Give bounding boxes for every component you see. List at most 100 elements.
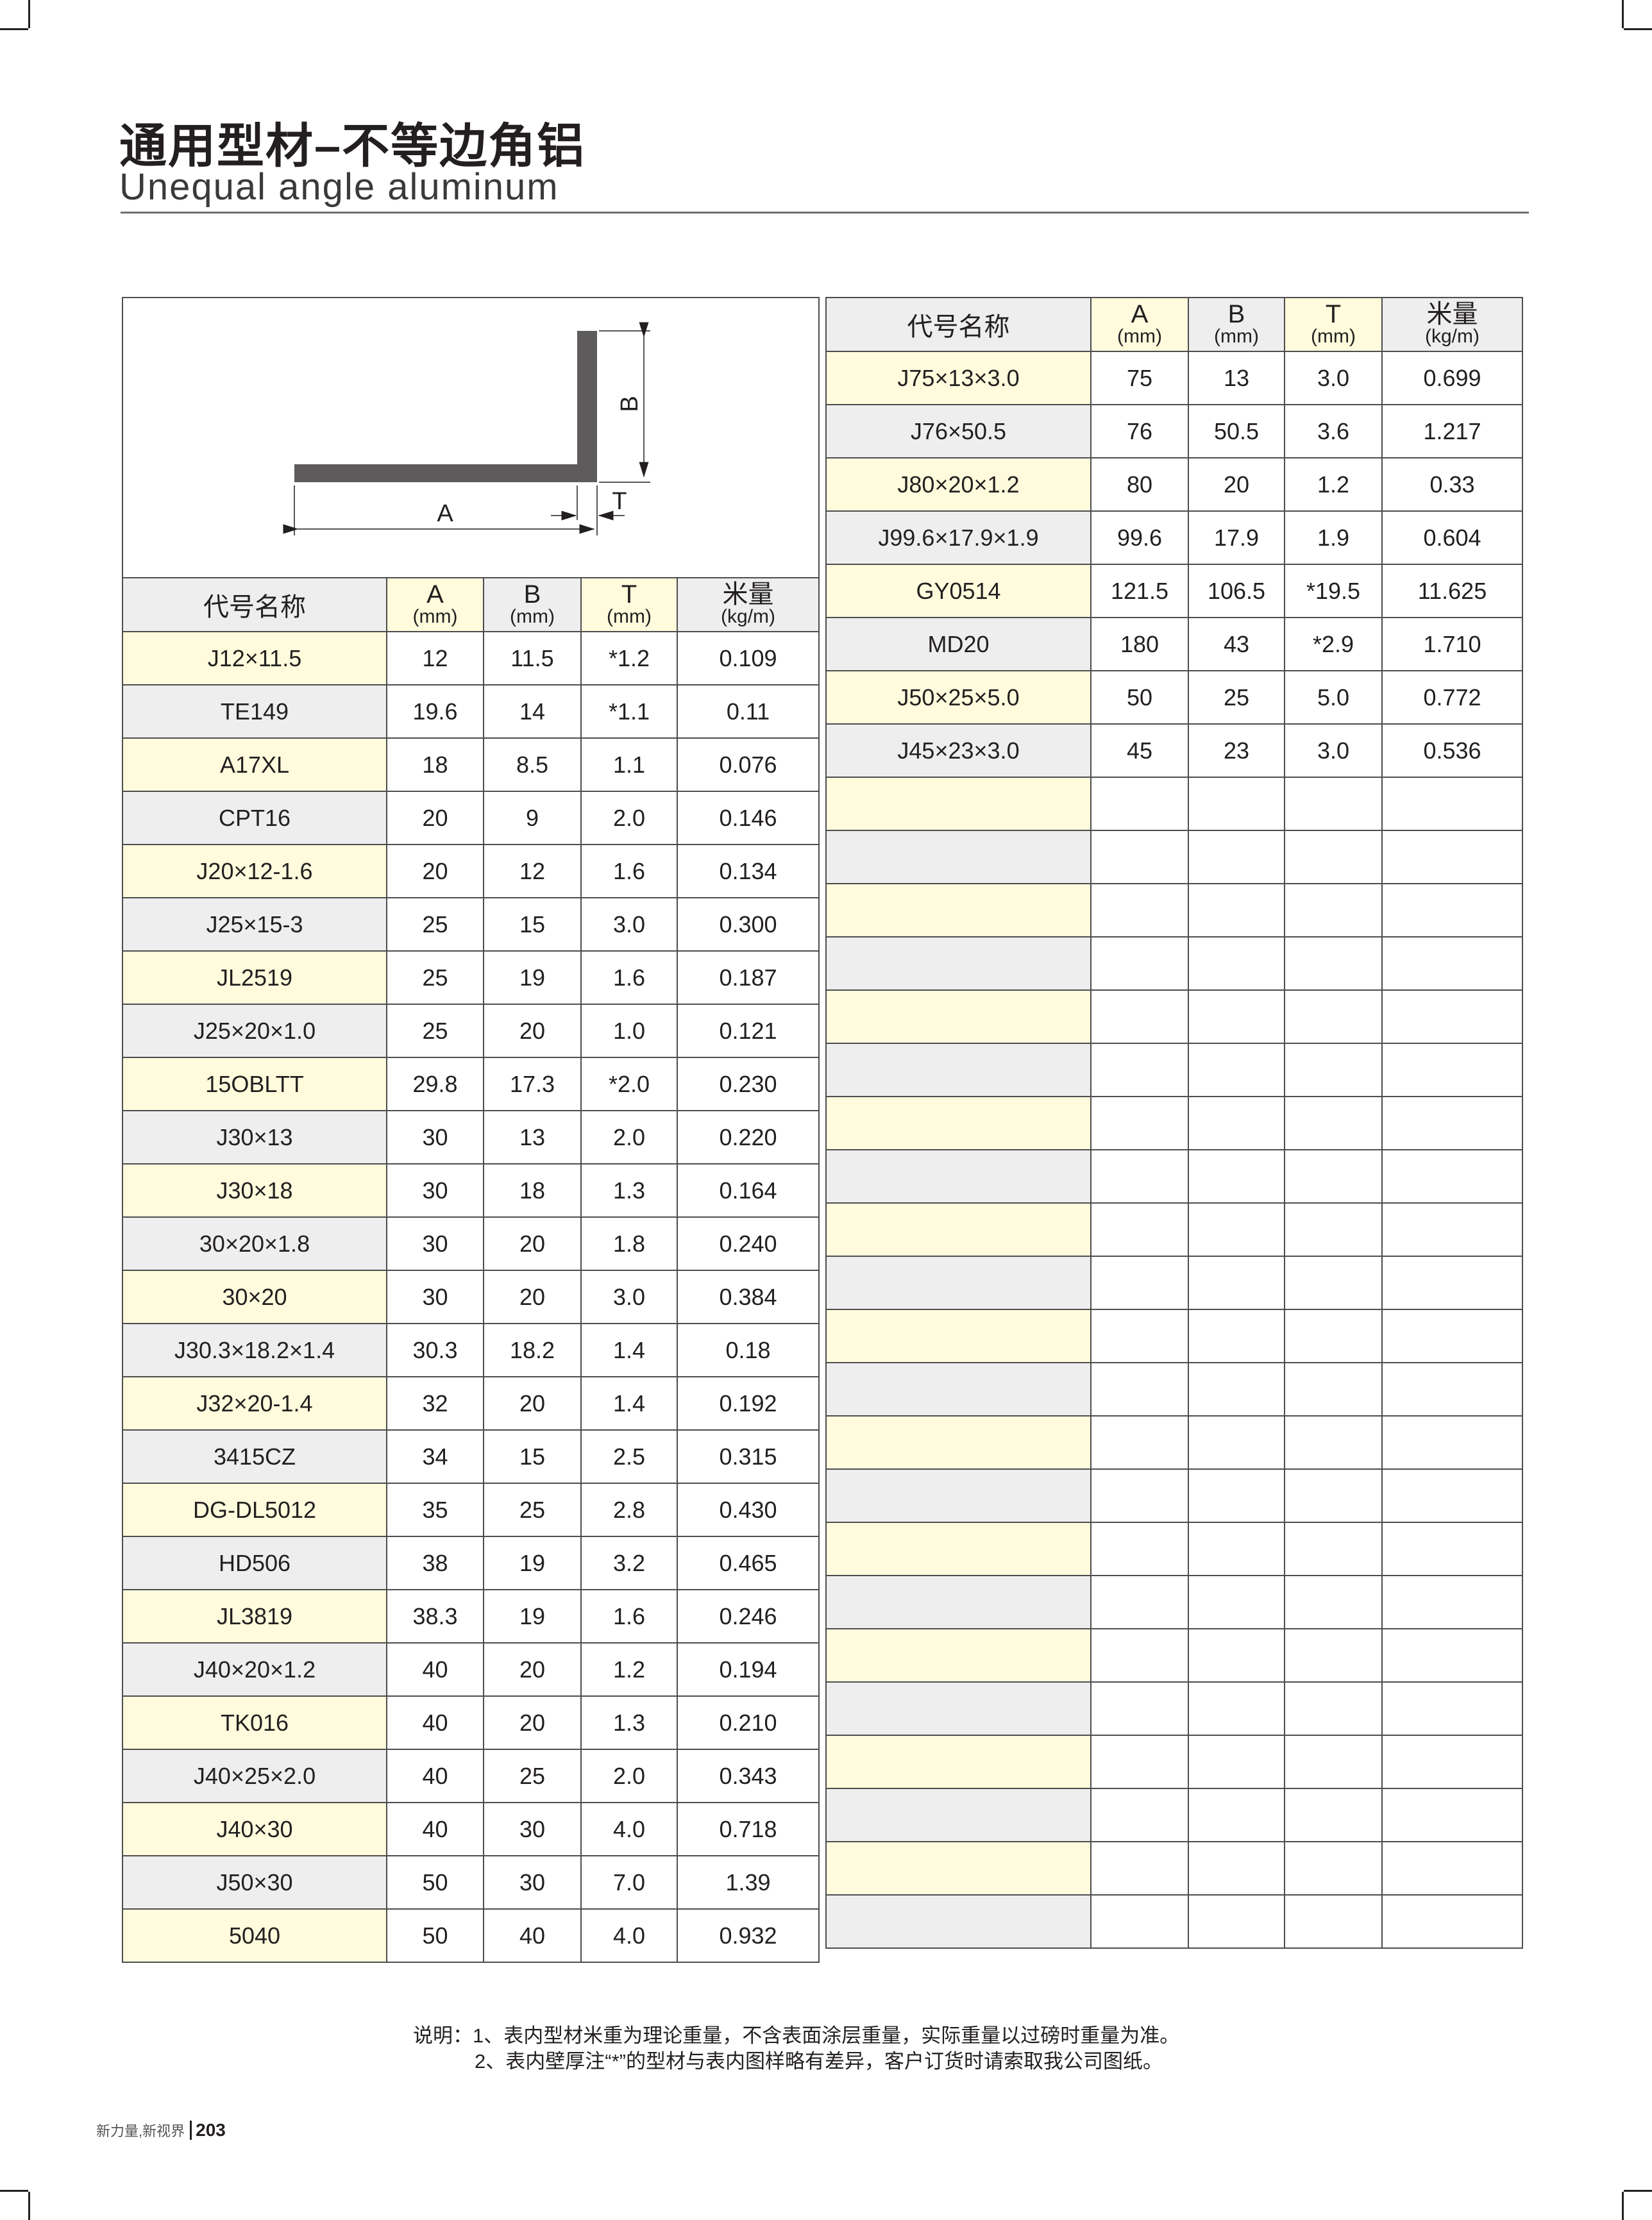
cell-weight: 0.536 (1381, 723, 1523, 778)
header-unit: (mm) (1311, 326, 1356, 347)
cell-weight: 0.932 (676, 1908, 820, 1963)
cell-weight: 0.343 (676, 1749, 820, 1803)
cell-weight: 11.625 (1381, 564, 1523, 618)
cell-a (1090, 830, 1189, 884)
header-unit: (mm) (510, 606, 555, 627)
cell-weight (1381, 1415, 1523, 1470)
cell-b (1188, 1202, 1285, 1257)
cell-weight (1381, 1309, 1523, 1363)
cell-t (1284, 1522, 1383, 1576)
dimension-a-label: A (437, 500, 453, 527)
cell-weight (1381, 1096, 1523, 1150)
cell-t: 1.6 (580, 844, 678, 898)
cell-b (1188, 1735, 1285, 1789)
cell-a (1090, 1362, 1189, 1417)
cell-name (825, 1043, 1092, 1097)
crop-mark (28, 0, 30, 28)
cell-a: 50 (386, 1855, 484, 1910)
header-label: B (1227, 300, 1245, 328)
cell-b: 17.9 (1188, 510, 1285, 565)
cell-t: 3.2 (580, 1536, 678, 1590)
cell-weight: 0.300 (676, 897, 820, 952)
cell-name: J80×20×1.2 (825, 457, 1092, 512)
cell-name: J30.3×18.2×1.4 (122, 1323, 387, 1377)
cell-t: 3.6 (1284, 404, 1383, 458)
cell-b: 17.3 (483, 1057, 582, 1111)
cell-name (825, 1575, 1092, 1629)
cell-name (825, 1788, 1092, 1842)
cell-t: 1.4 (580, 1323, 678, 1377)
header-unit: (mm) (412, 606, 458, 627)
cell-weight: 0.230 (676, 1057, 820, 1111)
cell-weight: 0.121 (676, 1004, 820, 1058)
header-b: B (mm) (483, 577, 582, 632)
cell-a (1090, 1096, 1189, 1150)
cell-t: 2.0 (580, 791, 678, 845)
cell-name: J50×30 (122, 1855, 387, 1910)
cell-weight (1381, 1788, 1523, 1842)
header-label: 米量 (722, 580, 774, 609)
table-row: J30.3×18.2×1.4 30.3 18.2 1.4 0.18 (122, 1323, 820, 1377)
table-row: 30×20×1.8 30 20 1.8 0.240 (122, 1216, 820, 1271)
crop-mark (1622, 0, 1624, 28)
cell-t: *1.2 (580, 631, 678, 685)
header-weight: 米量 (kg/m) (1381, 297, 1523, 352)
cell-t: 4.0 (580, 1908, 678, 1963)
cell-name: TE149 (122, 684, 387, 739)
cell-a (1090, 1894, 1189, 1949)
table-row (825, 1575, 1523, 1629)
cell-name (825, 1894, 1092, 1949)
table-row: J75×13×3.0 75 13 3.0 0.699 (825, 351, 1523, 405)
cell-t: 5.0 (1284, 670, 1383, 725)
header-unit: (mm) (1117, 326, 1162, 347)
header-unit: (mm) (607, 606, 652, 627)
cell-weight (1381, 1894, 1523, 1949)
cell-weight (1381, 1043, 1523, 1097)
table-row: JL2519 25 19 1.6 0.187 (122, 950, 820, 1005)
cell-b: 30 (483, 1855, 582, 1910)
cell-t (1284, 830, 1383, 884)
cell-b (1188, 1841, 1285, 1896)
dimension-b-label: B (616, 396, 643, 412)
cell-name: GY0514 (825, 564, 1092, 618)
table-row: MD20 180 43 *2.9 1.710 (825, 617, 1523, 671)
cell-weight (1381, 1575, 1523, 1629)
cell-a: 30 (386, 1216, 484, 1271)
cell-a (1090, 1202, 1189, 1257)
cell-t (1284, 1788, 1383, 1842)
header-unit: (kg/m) (1425, 326, 1479, 347)
cell-name (825, 830, 1092, 884)
cell-b: 19 (483, 950, 582, 1005)
cell-t (1284, 1575, 1383, 1629)
cell-a (1090, 1149, 1189, 1204)
cell-name (825, 1468, 1092, 1523)
cell-weight: 0.194 (676, 1642, 820, 1697)
table-row (825, 777, 1523, 831)
cell-t: 3.0 (580, 897, 678, 952)
cell-b (1188, 1096, 1285, 1150)
cell-a: 35 (386, 1483, 484, 1537)
cell-weight: 0.076 (676, 737, 820, 792)
cell-name: J40×20×1.2 (122, 1642, 387, 1697)
table-row (825, 936, 1523, 991)
cell-a: 38.3 (386, 1589, 484, 1644)
cell-t: 1.6 (580, 950, 678, 1005)
cell-a: 30 (386, 1163, 484, 1218)
cell-name: 30×20 (122, 1270, 387, 1324)
cell-weight: 0.134 (676, 844, 820, 898)
cell-t: 1.3 (580, 1163, 678, 1218)
cell-name (825, 936, 1092, 991)
cell-t (1284, 1681, 1383, 1736)
table-row: DG-DL5012 35 25 2.8 0.430 (122, 1483, 820, 1537)
cell-b (1188, 1628, 1285, 1683)
table-row (825, 1522, 1523, 1576)
cell-t (1284, 1256, 1383, 1310)
table-row: 30×20 30 20 3.0 0.384 (122, 1270, 820, 1324)
cell-name: J20×12-1.6 (122, 844, 387, 898)
cell-t (1284, 1735, 1383, 1789)
cell-b: 43 (1188, 617, 1285, 671)
cell-a: 32 (386, 1376, 484, 1431)
table-row (825, 1735, 1523, 1789)
cell-name: HD506 (122, 1536, 387, 1590)
cell-t: 1.0 (580, 1004, 678, 1058)
